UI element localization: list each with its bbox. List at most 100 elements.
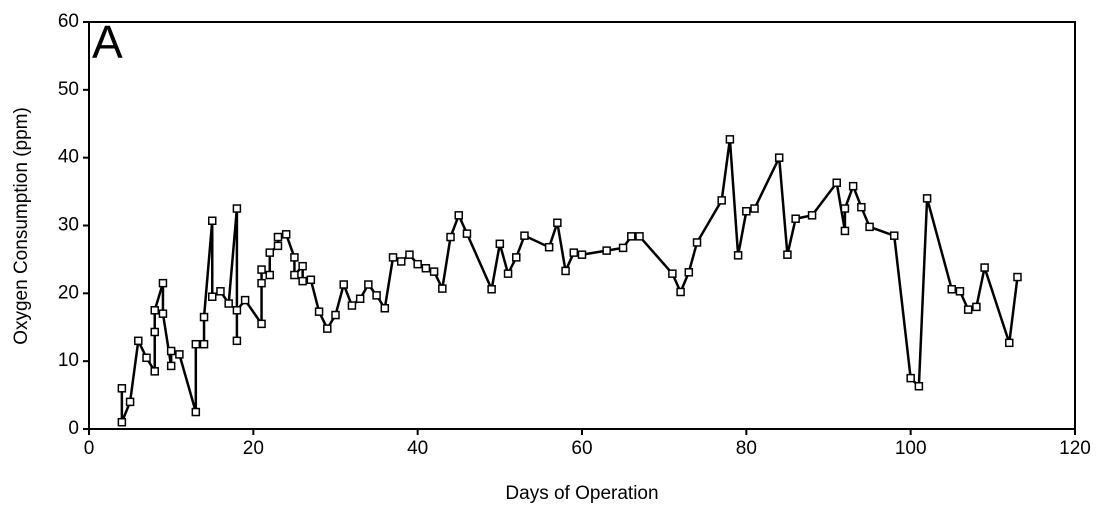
data-point	[914, 382, 924, 391]
data-point	[372, 291, 381, 300]
data-point	[512, 253, 521, 262]
data-point	[454, 211, 463, 220]
data-point	[150, 306, 159, 315]
data-point	[495, 239, 505, 249]
data-point	[487, 285, 496, 294]
y-tick-label: 50	[58, 79, 79, 100]
data-point	[166, 361, 176, 371]
data-point	[224, 299, 233, 308]
data-point	[232, 204, 242, 213]
data-point	[150, 327, 159, 337]
data-point	[889, 231, 899, 240]
data-point	[692, 238, 702, 247]
data-point	[380, 304, 390, 313]
data-point	[955, 287, 965, 296]
data-point	[906, 373, 915, 383]
data-point	[627, 232, 636, 241]
data-point	[840, 204, 850, 213]
data-point	[405, 250, 414, 259]
data-point	[175, 350, 184, 359]
data-point	[306, 275, 316, 285]
data-point	[216, 287, 225, 296]
data-point	[832, 178, 841, 188]
y-tick-label: 10	[58, 350, 79, 371]
data-point	[208, 216, 217, 226]
data-line	[120, 139, 1019, 423]
data-point	[725, 135, 735, 144]
data-point	[208, 292, 217, 301]
data-point	[290, 253, 299, 262]
x-tick-label: 100	[895, 438, 927, 459]
data-point	[684, 268, 694, 277]
data-point	[232, 306, 242, 315]
data-point	[142, 353, 151, 363]
data-point	[676, 287, 685, 297]
data-point	[668, 269, 677, 278]
data-point	[980, 263, 989, 272]
data-point	[298, 276, 307, 286]
data-point	[553, 218, 562, 228]
data-point	[134, 336, 143, 346]
data-point	[503, 269, 513, 278]
data-point	[166, 346, 176, 356]
data-point	[117, 417, 127, 427]
data-point	[602, 246, 611, 255]
data-point	[355, 294, 365, 304]
data-point	[618, 243, 628, 253]
data-point	[298, 261, 307, 271]
data-point	[750, 204, 759, 213]
data-point	[323, 324, 332, 333]
x-axis-label: Days of Operation	[505, 483, 658, 504]
data-point	[733, 251, 743, 260]
data-point	[257, 278, 266, 288]
data-point	[963, 305, 973, 314]
data-point	[922, 194, 932, 203]
data-point	[158, 309, 168, 318]
data-point	[791, 214, 800, 223]
data-point	[561, 266, 570, 276]
data-point	[273, 241, 283, 251]
data-point	[232, 336, 242, 346]
data-point	[544, 242, 554, 252]
x-tick-label: 120	[1059, 438, 1091, 459]
data-point	[413, 259, 422, 269]
data-point	[150, 367, 159, 376]
data-point	[257, 265, 266, 274]
data-point	[199, 312, 209, 322]
data-point	[438, 284, 447, 293]
data-point	[865, 222, 874, 232]
data-point	[446, 232, 455, 242]
data-point	[520, 231, 529, 240]
data-point	[421, 263, 431, 273]
data-point	[742, 207, 751, 216]
y-axis-label: Oxygen Consumption (ppm)	[11, 107, 32, 345]
data-point	[199, 339, 209, 349]
data-point	[240, 295, 250, 305]
data-point	[807, 211, 817, 220]
data-point	[774, 153, 784, 162]
data-point	[290, 270, 299, 280]
data-point	[635, 232, 644, 241]
data-point	[117, 384, 127, 393]
data-point	[848, 181, 858, 191]
data-point	[840, 226, 850, 236]
data-point	[388, 253, 398, 262]
x-tick-label: 80	[736, 438, 757, 459]
y-tick-label: 60	[58, 11, 79, 32]
data-point	[577, 250, 587, 259]
data-point	[191, 339, 201, 349]
data-point	[569, 248, 579, 257]
data-point	[257, 319, 266, 329]
y-tick-label: 30	[58, 215, 79, 236]
data-point	[972, 302, 981, 312]
data-point	[717, 196, 726, 205]
data-point	[783, 250, 792, 259]
x-tick-label: 0	[84, 438, 95, 459]
data-point	[191, 407, 201, 417]
data-point	[1013, 272, 1022, 282]
x-tick-label: 20	[243, 438, 264, 459]
x-tick-label: 40	[407, 438, 428, 459]
data-point	[947, 285, 956, 294]
data-point	[281, 230, 291, 239]
